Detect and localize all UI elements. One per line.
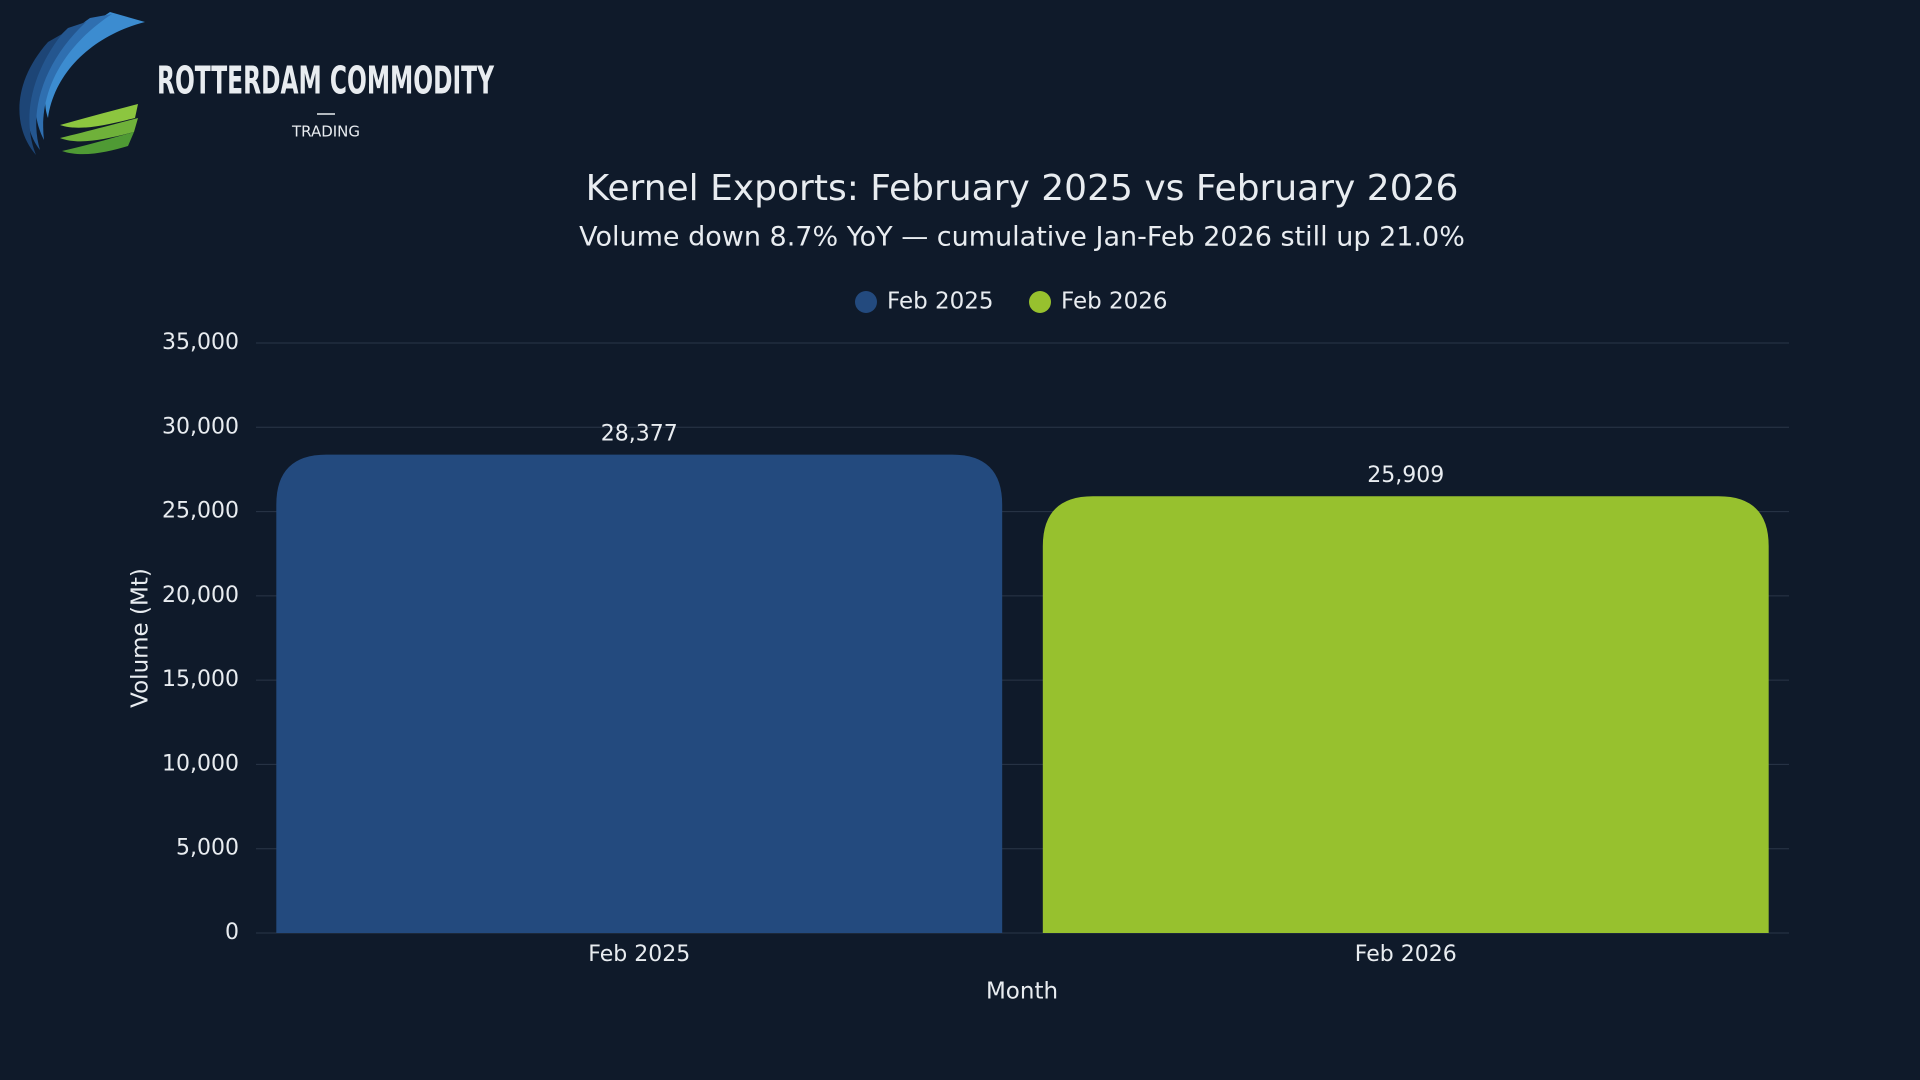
x-axis-label: Month: [986, 979, 1058, 1005]
chart-title: Kernel Exports: February 2025 vs Februar…: [586, 168, 1459, 209]
value-label: 25,909: [1367, 463, 1444, 488]
y-tick-label: 30,000: [162, 414, 239, 439]
chart-subtitle: Volume down 8.7% YoY — cumulative Jan-Fe…: [579, 222, 1465, 253]
y-tick-label: 20,000: [162, 583, 239, 608]
legend-label: Feb 2025: [887, 289, 994, 315]
x-tick-label: Feb 2025: [588, 942, 690, 967]
y-tick-label: 25,000: [162, 499, 239, 524]
logo-tagline: TRADING: [291, 123, 360, 141]
x-tick-label: Feb 2026: [1355, 942, 1457, 967]
y-tick-label: 10,000: [162, 751, 239, 776]
bar: [276, 454, 1003, 933]
y-tick-label: 0: [225, 920, 239, 945]
bar: [1042, 496, 1769, 933]
y-axis-label: Volume (Mt): [128, 568, 154, 708]
logo-name: ROTTERDAM COMMODITY: [157, 59, 494, 103]
y-tick-label: 35,000: [162, 330, 239, 355]
legend-swatch: [1029, 291, 1051, 313]
y-tick-label: 15,000: [162, 667, 239, 692]
legend-label: Feb 2026: [1061, 289, 1168, 315]
logo-mark: [19, 12, 145, 155]
legend-swatch: [855, 291, 877, 313]
y-tick-label: 5,000: [176, 836, 239, 861]
value-label: 28,377: [601, 422, 678, 447]
